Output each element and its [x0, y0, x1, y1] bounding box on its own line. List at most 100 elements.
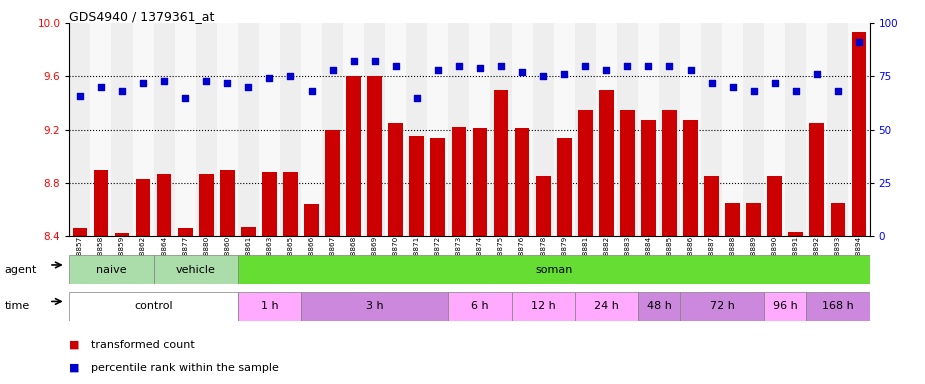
Point [536, 73, 550, 79]
Text: ■: ■ [69, 340, 80, 350]
Point [220, 79, 235, 86]
Point [367, 58, 382, 65]
Bar [259, 23, 280, 236]
Bar [301, 292, 449, 321]
Point [115, 88, 130, 94]
Bar [430, 137, 445, 384]
Bar [746, 203, 761, 384]
Bar [641, 120, 656, 384]
Bar [262, 172, 277, 384]
Bar [764, 292, 807, 321]
Bar [115, 233, 130, 384]
Bar [406, 23, 427, 236]
Bar [574, 23, 596, 236]
Point [662, 63, 677, 69]
Bar [69, 292, 238, 321]
Bar [93, 170, 108, 384]
Point [578, 63, 593, 69]
Bar [449, 292, 512, 321]
Point [704, 79, 719, 86]
Point [388, 63, 403, 69]
Bar [827, 23, 848, 236]
Point [684, 67, 698, 73]
Bar [638, 292, 680, 321]
Bar [638, 23, 659, 236]
Bar [807, 292, 870, 321]
Text: time: time [5, 301, 30, 311]
Point [262, 75, 277, 81]
Bar [704, 176, 719, 384]
Bar [154, 255, 238, 284]
Bar [451, 127, 466, 384]
Bar [788, 232, 803, 384]
Text: vehicle: vehicle [176, 265, 216, 275]
Bar [809, 123, 824, 384]
Bar [848, 23, 869, 236]
Point [831, 88, 845, 94]
Point [598, 67, 613, 73]
Bar [512, 23, 533, 236]
Bar [283, 172, 298, 384]
Bar [154, 23, 175, 236]
Bar [557, 137, 572, 384]
Bar [768, 176, 783, 384]
Bar [112, 23, 132, 236]
Text: 48 h: 48 h [647, 301, 672, 311]
Bar [241, 227, 255, 384]
Bar [514, 128, 529, 384]
Bar [69, 255, 154, 284]
Bar [301, 23, 322, 236]
Bar [554, 23, 574, 236]
Bar [536, 176, 550, 384]
Bar [578, 109, 593, 384]
Bar [343, 23, 364, 236]
Bar [596, 23, 617, 236]
Bar [178, 228, 192, 384]
Bar [175, 23, 196, 236]
Point [304, 88, 319, 94]
Bar [852, 32, 867, 384]
Bar [280, 23, 301, 236]
Point [410, 94, 425, 101]
Text: 12 h: 12 h [531, 301, 556, 311]
Bar [216, 23, 238, 236]
Text: 1 h: 1 h [261, 301, 278, 311]
Text: transformed count: transformed count [91, 340, 194, 350]
Bar [346, 76, 361, 384]
Bar [470, 23, 490, 236]
Point [494, 63, 509, 69]
Bar [238, 23, 259, 236]
Bar [701, 23, 722, 236]
Bar [680, 23, 701, 236]
Bar [322, 23, 343, 236]
Point [346, 58, 361, 65]
Text: ■: ■ [69, 363, 80, 373]
Bar [490, 23, 512, 236]
Text: 24 h: 24 h [594, 301, 619, 311]
Point [641, 63, 656, 69]
Text: 6 h: 6 h [471, 301, 488, 311]
Bar [617, 23, 638, 236]
Text: GDS4940 / 1379361_at: GDS4940 / 1379361_at [69, 10, 215, 23]
Text: 3 h: 3 h [366, 301, 384, 311]
Point [283, 73, 298, 79]
Bar [220, 170, 235, 384]
Bar [364, 23, 385, 236]
Bar [69, 23, 91, 236]
Bar [427, 23, 449, 236]
Bar [72, 228, 87, 384]
Point [620, 63, 635, 69]
Bar [512, 292, 574, 321]
Bar [326, 130, 340, 384]
Point [809, 71, 824, 77]
Bar [659, 23, 680, 236]
Bar [785, 23, 807, 236]
Text: control: control [134, 301, 173, 311]
Bar [132, 23, 154, 236]
Bar [473, 128, 487, 384]
Bar [743, 23, 764, 236]
Bar [764, 23, 785, 236]
Point [768, 79, 783, 86]
Point [725, 84, 740, 90]
Point [788, 88, 803, 94]
